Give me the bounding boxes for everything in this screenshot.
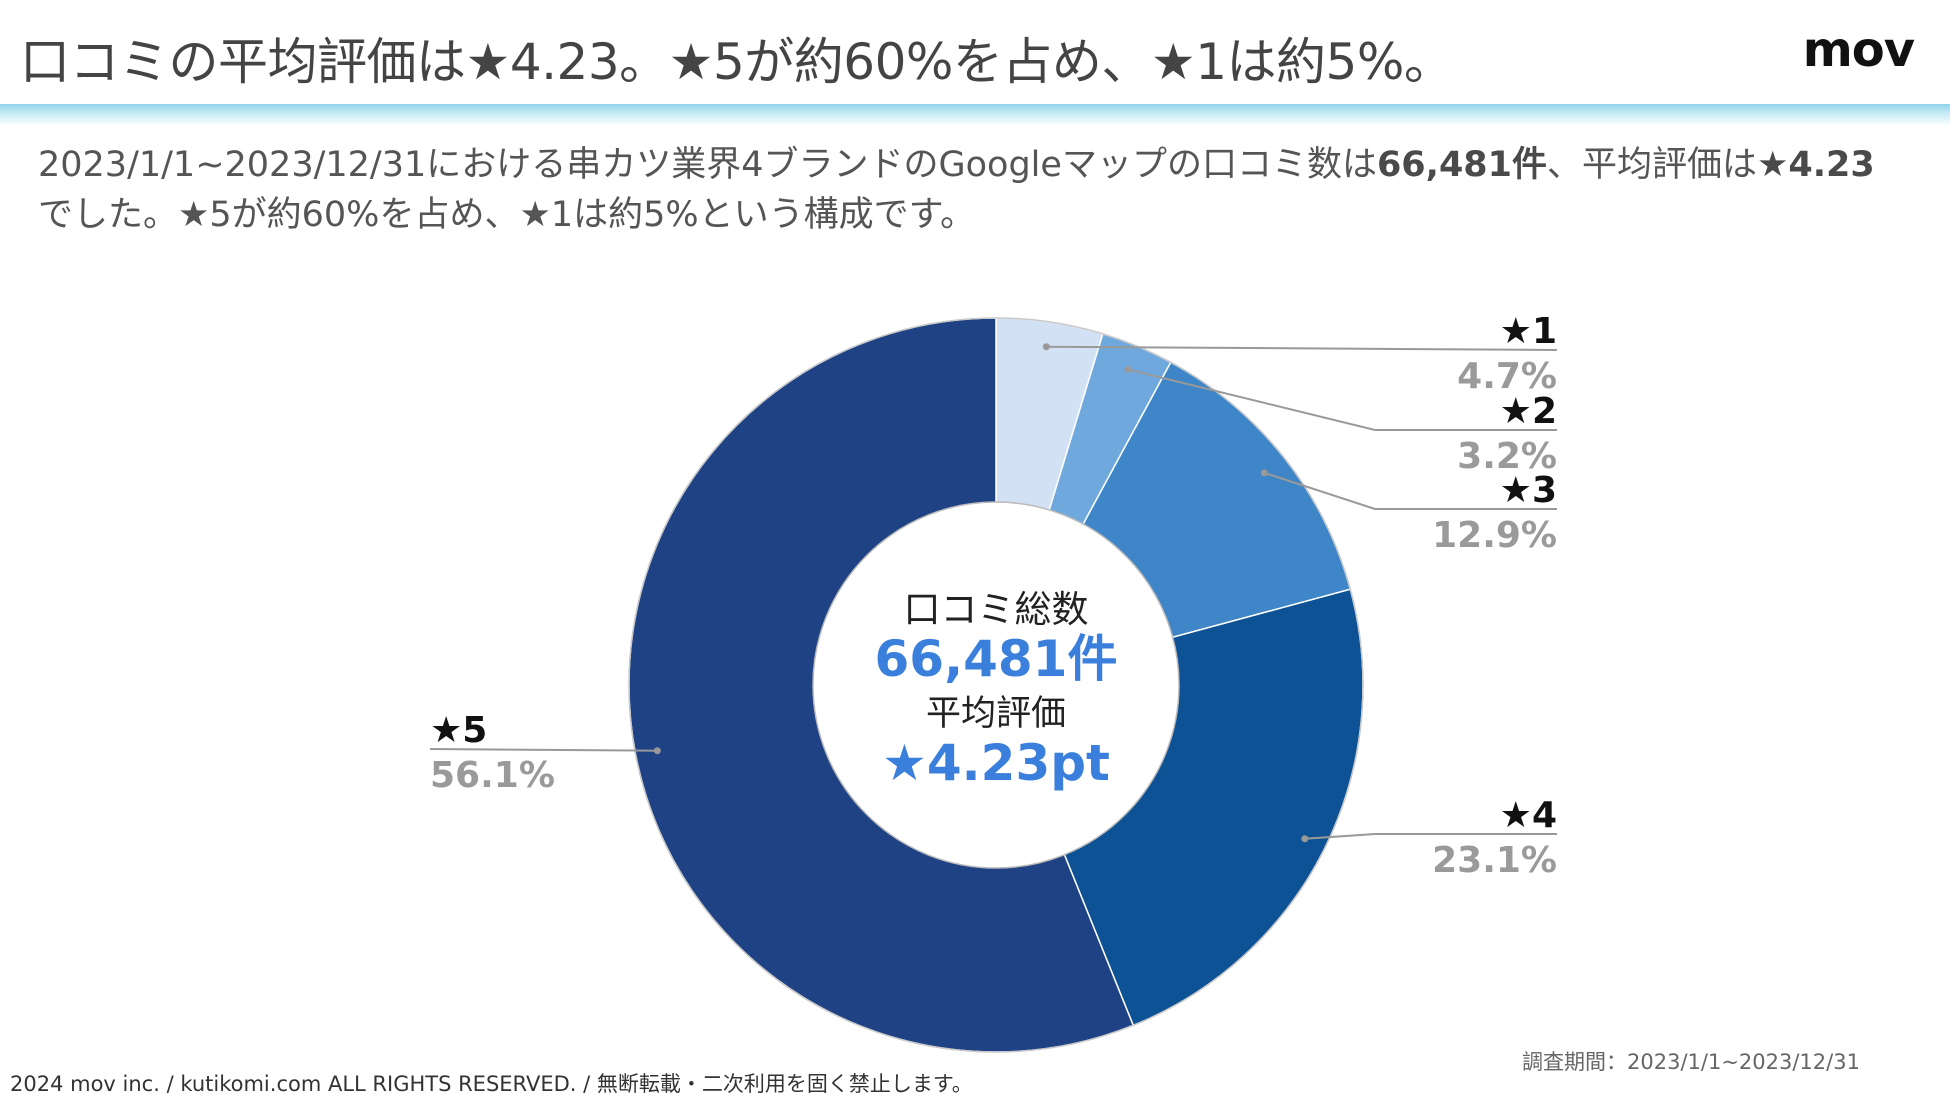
summary-line1-pre: 2023/1/1~2023/12/31における串カツ業界4ブランドのGoogle… xyxy=(38,145,1377,185)
value-label-star2: 3.2% xyxy=(1457,436,1557,477)
category-label-star2: ★2 xyxy=(1500,391,1557,432)
value-label-star4: 23.1% xyxy=(1432,840,1557,881)
survey-period: 調査期間：2023/1/1~2023/12/31 xyxy=(1522,1050,1860,1074)
header-gradient-band xyxy=(0,104,1950,126)
leader-line-star2 xyxy=(1127,368,1557,431)
center-total-value: 66,481件 xyxy=(875,630,1118,688)
summary-line1-mid: 、平均評価は xyxy=(1547,145,1758,185)
page-title: 口コミの平均評価は★4.23。★5が約60%を占め、★1は約5%。 xyxy=(20,33,1454,91)
center-avg-label: 平均評価 xyxy=(926,694,1066,734)
category-label-star3: ★3 xyxy=(1500,470,1557,511)
mov-logo[interactable]: mov xyxy=(1802,22,1915,78)
donut-hole xyxy=(812,501,1180,869)
summary-avg-rating: ★4.23 xyxy=(1757,145,1875,185)
leader-line-star4 xyxy=(1304,833,1557,840)
leader-line-star1 xyxy=(1046,345,1558,351)
center-total-label: 口コミ総数 xyxy=(904,588,1089,631)
category-label-star1: ★1 xyxy=(1500,311,1557,352)
category-label-star5: ★5 xyxy=(430,710,487,751)
category-label-star4: ★4 xyxy=(1500,795,1557,836)
leader-line-star3 xyxy=(1263,471,1557,510)
summary-line2: でした。★5が約60%を占め、★1は約5%という構成です。 xyxy=(38,195,976,235)
value-label-star1: 4.7% xyxy=(1457,356,1557,397)
header-bar: 口コミの平均評価は★4.23。★5が約60%を占め、★1は約5%。 mov xyxy=(0,0,1950,106)
value-label-star5: 56.1% xyxy=(430,755,555,796)
leader-line-star5 xyxy=(429,748,658,752)
summary-text: 2023/1/1~2023/12/31における串カツ業界4ブランドのGoogle… xyxy=(38,140,1918,240)
copyright-notice: 2024 mov inc. / kutikomi.com ALL RIGHTS … xyxy=(10,1072,973,1096)
center-avg-value: ★4.23pt xyxy=(882,734,1110,792)
summary-total-count: 66,481件 xyxy=(1376,145,1548,185)
donut-outline xyxy=(628,317,1364,1053)
value-label-star3: 12.9% xyxy=(1432,515,1557,556)
